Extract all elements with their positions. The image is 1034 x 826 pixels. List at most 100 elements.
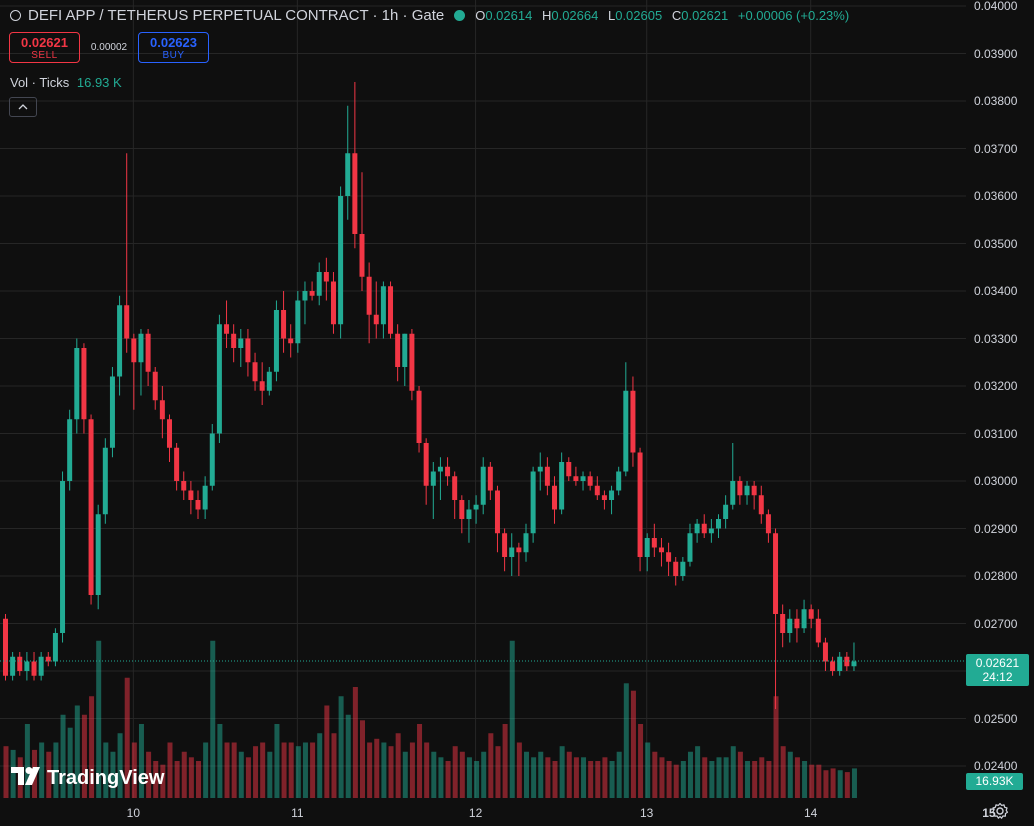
candle	[181, 471, 187, 500]
candle	[687, 523, 693, 567]
volume-bar	[716, 757, 722, 798]
volume-bar	[573, 757, 579, 798]
candle-body	[67, 419, 73, 481]
candle	[637, 447, 643, 572]
candle	[666, 542, 672, 576]
volume-bar	[210, 640, 216, 798]
last-price-badge: 0.02621 24:12	[966, 654, 1029, 686]
volume-bar	[823, 770, 829, 798]
volume-bar	[695, 746, 701, 798]
candle	[445, 457, 451, 486]
candle	[145, 329, 151, 386]
candle-body	[651, 538, 657, 548]
candle-body	[273, 310, 279, 372]
volume-bar	[238, 751, 244, 798]
trade-panel: 0.02621 SELL 0.00002 0.02623 BUY	[9, 32, 209, 63]
volume-bar	[523, 751, 529, 798]
candle	[680, 557, 686, 581]
volume-bar	[424, 742, 430, 798]
time-tick-label: 13	[640, 806, 654, 820]
candle	[716, 514, 721, 538]
candle	[373, 281, 379, 339]
candle	[437, 457, 443, 500]
candle	[124, 153, 130, 353]
candle	[765, 509, 771, 543]
candle-body	[60, 481, 66, 633]
price-tick-label: 0.03700	[974, 141, 1018, 156]
candle-body	[516, 547, 522, 553]
candle-body	[580, 476, 586, 481]
volume-bar	[267, 751, 273, 798]
volume-bar	[780, 746, 786, 798]
candle	[195, 490, 201, 519]
candle	[780, 604, 786, 648]
symbol-title[interactable]: DEFI APP / TETHERUS PERPETUAL CONTRACT ·…	[28, 7, 445, 24]
candle	[580, 471, 586, 491]
volume-label: Vol · Ticks	[10, 75, 70, 90]
candle-body	[637, 452, 643, 557]
sell-button[interactable]: 0.02621 SELL	[9, 32, 80, 63]
price-tick-label: 0.02500	[974, 711, 1018, 726]
candle-body	[88, 419, 94, 595]
candle-body	[658, 547, 664, 553]
price-tick-label: 0.02400	[974, 759, 1018, 773]
candlestick-chart[interactable]	[0, 0, 966, 798]
tradingview-logo[interactable]: TradingView	[11, 765, 164, 791]
price-change: +0.00006 (+0.23%)	[737, 8, 850, 23]
volume-bar	[260, 742, 266, 798]
volume-bar	[623, 683, 629, 798]
candle	[630, 376, 636, 467]
price-axis[interactable]: 0.04000 0.03900 0.03800 0.03700 0.03600 0.035…	[966, 0, 1034, 798]
candle-body	[523, 533, 529, 553]
candle-body	[224, 324, 230, 334]
candle	[559, 452, 565, 515]
volume-bar	[837, 770, 843, 798]
candle-body	[459, 500, 465, 519]
candle	[552, 476, 558, 524]
candle-body	[24, 661, 30, 671]
candle-body	[10, 656, 16, 676]
candle	[281, 291, 287, 353]
volume-bar	[794, 757, 800, 798]
candle-body	[801, 609, 807, 629]
collapse-legend-button[interactable]	[9, 97, 37, 117]
candle	[708, 519, 714, 543]
candle	[815, 609, 821, 648]
symbol-circle-icon[interactable]	[10, 10, 21, 21]
candle	[494, 485, 500, 553]
candle-body	[509, 547, 515, 557]
volume-bar	[374, 738, 380, 798]
volume-bar	[310, 742, 316, 798]
candle	[316, 262, 322, 306]
candle	[773, 528, 779, 709]
ohlc-high: 0.02664	[551, 8, 599, 23]
candle	[851, 642, 857, 671]
time-axis[interactable]: 10 11 12 13 14 15	[0, 798, 996, 826]
volume-bar	[495, 746, 501, 798]
price-tick-label: 0.03200	[974, 379, 1018, 393]
candle-body	[166, 419, 172, 448]
candle	[566, 457, 572, 481]
candle-body	[502, 533, 508, 557]
candle	[102, 438, 108, 524]
volume-legend[interactable]: Vol · Ticks 16.93 K	[10, 75, 122, 90]
candle-body	[687, 533, 693, 562]
volume-bar	[367, 742, 373, 798]
logo-text: TradingView	[47, 766, 165, 789]
candle-body	[345, 153, 351, 196]
candle	[509, 533, 515, 576]
volume-bar	[737, 751, 743, 798]
volume-bar	[802, 761, 808, 798]
candle	[530, 466, 536, 543]
candle-body	[758, 495, 764, 515]
candle	[302, 281, 308, 325]
price-tick-label: 0.02900	[974, 521, 1018, 536]
gear-icon[interactable]	[990, 801, 1010, 821]
candle-body	[3, 618, 8, 676]
candle-body	[352, 153, 358, 234]
ohlc-low: 0.02605	[615, 8, 663, 23]
candle-body	[751, 485, 757, 496]
buy-button[interactable]: 0.02623 BUY	[138, 32, 209, 63]
candle-body	[416, 390, 422, 443]
volume-bar	[281, 742, 287, 798]
